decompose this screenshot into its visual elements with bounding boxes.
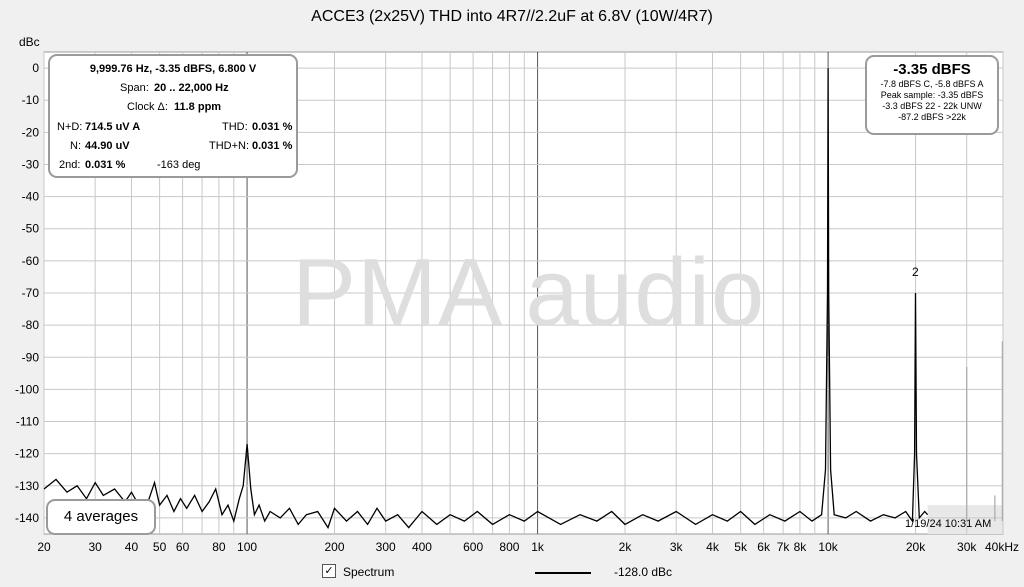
h2-phase: -163 deg (157, 159, 201, 171)
clock-value: 11.8 ppm (174, 101, 222, 113)
nd-value: 714.5 uV A (85, 121, 141, 133)
h2-label: 2nd: (59, 159, 81, 171)
x-tick-label: 10k (818, 540, 838, 554)
n-value: 44.90 uV (85, 140, 130, 152)
x-tick-label: 8k (794, 540, 808, 554)
y-tick-label: -60 (22, 254, 40, 268)
span-value: 20 .. 22,000 Hz (154, 82, 229, 94)
level-readout-box[interactable]: -3.35 dBFS -7.8 dBFS C, -5.8 dBFS A Peak… (865, 55, 999, 135)
thd-value: 0.031 % (252, 121, 293, 133)
level-main-value: -3.35 dBFS (893, 61, 971, 78)
x-tick-label: 40kHz (985, 540, 1019, 554)
x-tick-label: 40 (125, 540, 139, 554)
y-tick-label: -140 (15, 511, 39, 525)
span-label: Span: (120, 82, 149, 94)
x-tick-label: 400 (412, 540, 432, 554)
nd-label: N+D: (57, 121, 83, 133)
averages-box[interactable]: 4 averages (46, 499, 156, 535)
x-tick-label: 20k (906, 540, 926, 554)
level-detail-line: -7.8 dBFS C, -5.8 dBFS A (880, 79, 984, 89)
x-tick-label: 60 (176, 540, 190, 554)
y-tick-label: -30 (22, 157, 40, 171)
n-label: N: (70, 140, 81, 152)
x-tick-label: 50 (153, 540, 167, 554)
harmonic-2-label: 2 (912, 265, 919, 279)
y-tick-label: -70 (22, 286, 40, 300)
x-tick-label: 2k (619, 540, 633, 554)
thdn-label: THD+N: (209, 140, 250, 152)
x-tick-label: 7k (777, 540, 791, 554)
timestamp: 1/19/24 10:31 AM (905, 518, 992, 530)
x-tick-label: 100 (237, 540, 257, 554)
y-tick-label: -20 (22, 125, 40, 139)
watermark-text: PMA audio (292, 239, 766, 346)
y-tick-label: -130 (15, 479, 39, 493)
y-tick-labels: 0 -10 -20 -30 -40 -50 -60 -70 -80 -90 -100 -110 -120… (15, 61, 39, 525)
y-tick-label: -120 (15, 447, 39, 461)
x-tick-label: 3k (670, 540, 684, 554)
out-of-band-spurs (966, 341, 1003, 522)
x-tick-label: 600 (463, 540, 483, 554)
x-tick-label: 1k (531, 540, 545, 554)
thd-label: THD: (222, 121, 248, 133)
chart-title: ACCE3 (2x25V) THD into 4R7//2.2uF at 6.8… (311, 8, 713, 25)
thdn-value: 0.031 % (252, 140, 293, 152)
frequency-readout: 9,999.76 Hz, -3.35 dBFS, 6.800 V (89, 63, 257, 75)
x-tick-label: 4k (706, 540, 720, 554)
legend-series-name: Spectrum (343, 565, 395, 579)
x-tick-label: 5k (734, 540, 748, 554)
x-tick-label: 20 (37, 540, 51, 554)
legend-series-value: -128.0 dBc (614, 565, 673, 579)
level-detail-line: Peak sample: -3.35 dBFS (880, 90, 984, 100)
y-tick-label: -40 (22, 190, 40, 204)
out-of-band-shade (927, 505, 1003, 534)
level-detail-line: -87.2 dBFS >22k (898, 112, 966, 122)
y-tick-label: -90 (22, 350, 40, 364)
clock-label: Clock Δ: (127, 101, 168, 113)
y-tick-label: -110 (16, 415, 39, 429)
measurement-info-box[interactable]: 9,999.76 Hz, -3.35 dBFS, 6.800 V Span: 2… (48, 54, 298, 178)
x-tick-label: 80 (212, 540, 226, 554)
y-tick-label: 0 (32, 61, 39, 75)
y-tick-label: -80 (22, 318, 40, 332)
spectrum-checkbox[interactable]: ✓ (322, 564, 336, 578)
spectrum-line (43, 68, 929, 530)
x-tick-label: 6k (757, 540, 771, 554)
y-tick-label: -10 (22, 93, 40, 107)
x-tick-label: 200 (324, 540, 344, 554)
y-axis-label: dBc (19, 35, 40, 49)
x-tick-labels: 20 30 40 50 60 80 100 200 300 400 600 800 1k 2k 3k 4k 5k… (37, 540, 1019, 554)
h2-value: 0.031 % (85, 159, 126, 171)
level-detail-line: -3.3 dBFS 22 - 22k UNW (882, 101, 982, 111)
y-tick-label: -100 (15, 382, 39, 396)
y-tick-label: -50 (22, 222, 40, 236)
x-tick-label: 30k (957, 540, 977, 554)
x-tick-label: 800 (499, 540, 519, 554)
x-tick-label: 300 (376, 540, 396, 554)
legend-line-swatch (535, 572, 591, 574)
x-tick-label: 30 (88, 540, 102, 554)
